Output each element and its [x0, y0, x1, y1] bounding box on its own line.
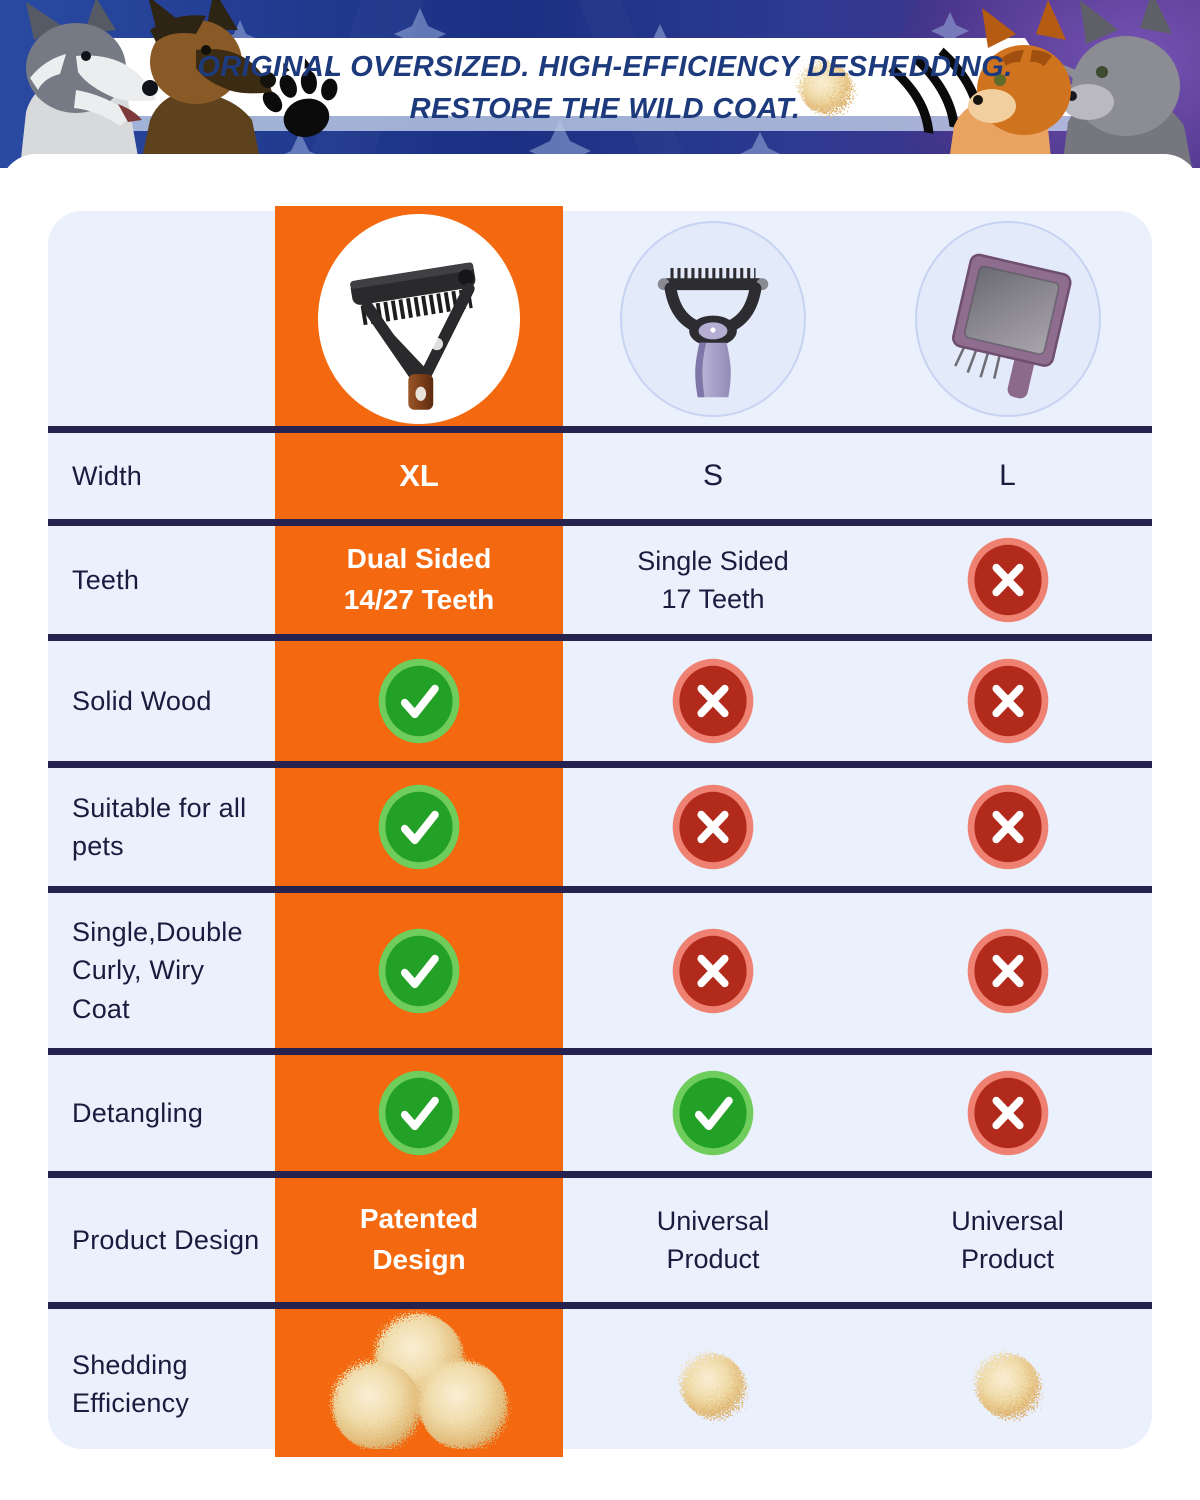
fur-clump-small — [681, 1354, 745, 1418]
dogs-image — [20, 0, 276, 168]
check-icon — [378, 784, 460, 870]
cell-s-value: Single Sided 17 Teeth — [637, 545, 789, 614]
row-label: Teeth — [72, 564, 140, 595]
row-divider — [48, 1302, 1152, 1309]
cross-icon — [967, 928, 1048, 1013]
check-icon — [378, 658, 460, 744]
product-image-s-disc — [620, 220, 806, 417]
table-row-teeth: Teeth Dual Sided 14/27 Teeth Single Side… — [48, 526, 1152, 634]
table-row-product-design: Product Design Patented Design Universal… — [48, 1178, 1152, 1302]
row-label: Single,Double Curly, Wiry Coat — [72, 917, 243, 1024]
table-row-width: Width XL S L — [48, 433, 1152, 519]
cross-icon — [967, 537, 1048, 623]
row-label: Solid Wood — [72, 685, 212, 716]
cross-icon — [967, 1070, 1048, 1156]
product-image-l-disc — [914, 220, 1101, 417]
banner-line2: RESTORE THE WILD COAT. — [409, 93, 801, 126]
fur-clump-large — [332, 1313, 508, 1449]
product-image-xl-disc — [318, 213, 520, 424]
row-label: Product Design — [72, 1224, 260, 1255]
xl-deshedding-rake-image — [350, 261, 476, 410]
s-deshedding-tool-image — [657, 267, 769, 397]
cell-xl-value: Dual Sided 14/27 Teeth — [343, 543, 495, 615]
row-divider — [48, 1048, 1152, 1055]
row-label: Shedding Efficiency — [72, 1349, 190, 1418]
fur-clump — [800, 62, 852, 114]
row-divider — [48, 886, 1152, 893]
row-divider — [48, 519, 1152, 526]
row-divider — [48, 761, 1152, 768]
cross-icon — [672, 784, 754, 870]
page-body: Width XL S L Teeth Dual Sided 14/27 Teet… — [0, 154, 1200, 1500]
row-divider — [48, 634, 1152, 641]
banner-artwork — [0, 0, 1200, 168]
check-icon — [378, 1070, 460, 1156]
table-row-suitable-for-all-pets: Suitable for all pets — [48, 768, 1152, 886]
row-label: Suitable for all pets — [72, 792, 247, 861]
banner-line1: ORIGINAL OVERSIZED. HIGH-EFFICIENCY DESH… — [197, 51, 1013, 83]
cell-l-value: Universal Product — [951, 1205, 1064, 1274]
cell-s-value: S — [702, 458, 723, 492]
comparison-table: Width XL S L Teeth Dual Sided 14/27 Teet… — [48, 211, 1152, 1449]
cross-icon — [672, 928, 754, 1013]
product-cell-l — [863, 211, 1152, 426]
comparison-table-wrap: Width XL S L Teeth Dual Sided 14/27 Teet… — [48, 206, 1152, 1457]
row-label: Width — [72, 460, 143, 491]
cell-xl-value: XL — [399, 457, 439, 493]
row-label: Detangling — [72, 1097, 204, 1128]
table-row-coat-types: Single,Double Curly, Wiry Coat — [48, 893, 1152, 1048]
l-slicker-brush-image — [951, 253, 1072, 398]
cell-s-value: Universal Product — [656, 1205, 770, 1274]
cross-icon — [672, 658, 754, 744]
check-icon — [378, 928, 460, 1013]
table-row-detangling: Detangling — [48, 1055, 1152, 1171]
banner-headline: ORIGINAL OVERSIZED. HIGH-EFFICIENCY DESH… — [185, 46, 1025, 130]
row-divider — [48, 426, 1152, 433]
product-cell-xl — [275, 211, 563, 426]
empty-corner-cell — [48, 211, 275, 426]
product-images-row — [48, 211, 1152, 426]
fur-clump-small — [975, 1354, 1040, 1418]
table-row-solid-wood: Solid Wood — [48, 641, 1152, 761]
top-banner: ORIGINAL OVERSIZED. HIGH-EFFICIENCY DESH… — [0, 0, 1200, 168]
cross-icon — [967, 784, 1048, 870]
table-row-shedding-efficiency: Shedding Efficiency — [48, 1309, 1152, 1449]
cell-xl-value: Patented Design — [359, 1203, 479, 1275]
product-cell-s — [563, 211, 863, 426]
cats-image — [948, 0, 1192, 168]
row-divider — [48, 1171, 1152, 1178]
cross-icon — [967, 658, 1048, 744]
check-icon — [672, 1070, 754, 1156]
cell-l-value: L — [999, 458, 1016, 492]
